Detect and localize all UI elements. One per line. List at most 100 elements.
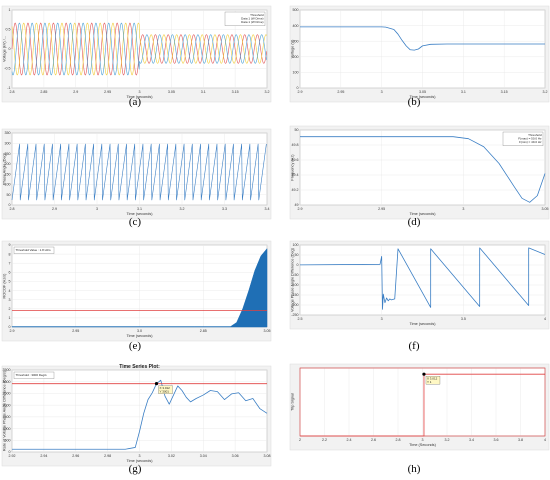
x-axis-label: Time (seconds) (409, 212, 436, 216)
y-tick-label: 100 (293, 243, 299, 247)
chart-panel-e: 2.9 2.95 3.0 2.85 3.05 9 8 7 6 5 4 3 2 1 0 Time (second… (1, 240, 272, 352)
y-tick-label: 49 (295, 203, 299, 207)
legend-entry: F(min) = 49.0 Hz (519, 140, 542, 144)
series-line (11, 143, 267, 201)
x-tick-label: 3.8 (518, 438, 523, 442)
y-tick-label: 0 (9, 450, 11, 454)
y-tick-label: -250 (291, 313, 298, 317)
x-axis-label: Time (seconds) (409, 322, 436, 326)
y-tick-label: 9 (9, 243, 11, 247)
x-axis-label: Time (seconds) (126, 212, 153, 216)
series-area (11, 247, 268, 328)
x-tick-label: 2.94 (40, 454, 47, 458)
y-tick-label: 1 (9, 316, 11, 320)
legend-entry: F(max) = 50.0 Hz (518, 137, 542, 141)
legend-entry: Threshold (250, 13, 264, 17)
x-tick-label: 3.3 (222, 207, 227, 211)
y-tick-label: 8 (9, 252, 11, 256)
y-axis-label: Rate of Voltage Phase Angle Difference (… (3, 370, 7, 451)
legend-box (502, 131, 544, 146)
series-line (11, 22, 267, 76)
x-tick-label: 3 (422, 438, 424, 442)
figure-caption: (f) (409, 340, 420, 352)
series-line (299, 247, 546, 310)
x-tick-label: 3 (139, 454, 141, 458)
y-tick-label: -100 (291, 283, 298, 287)
y-tick-label: 300 (5, 141, 11, 145)
x-tick-label: 2.85 (200, 329, 207, 333)
x-axis-label: Time (seconds) (409, 95, 436, 99)
datatip-marker (154, 382, 159, 386)
x-tick-label: 3.6 (494, 438, 499, 442)
chart-title: Time Series Plot: (119, 364, 160, 370)
figure-caption: (g) (129, 463, 142, 475)
x-tick-label: 2.96 (72, 454, 79, 458)
y-tick-label: 4 (9, 289, 11, 293)
legend-entry: Threshold : 3000 Deg/s (16, 373, 48, 377)
y-tick-label: 100 (293, 71, 299, 75)
y-tick-label: 400 (293, 24, 299, 28)
plot-area (299, 244, 546, 316)
x-tick-label: 3.05 (168, 90, 175, 94)
datatip-marker (422, 372, 426, 376)
y-tick-label: 49.4 (292, 173, 299, 177)
x-tick-label: 3 (96, 207, 98, 211)
x-tick-label: 3.05 (264, 329, 271, 333)
x-tick-label: 3 (139, 90, 141, 94)
y-tick-label: 1 (9, 8, 11, 12)
x-tick-label: 3 (462, 207, 464, 211)
x-tick-label: 4 (544, 317, 546, 321)
x-tick-label: 3.1 (201, 90, 206, 94)
y-tick-label: 150 (5, 172, 11, 176)
y-tick-label: 0 (9, 325, 11, 329)
x-tick-label: 3.2 (543, 90, 548, 94)
chart-panel-a: 2.8 2.85 2.9 2.95 3 3.05 3.1 3.15 3.2 1 0.5 0 -0.5 -1… (1, 5, 272, 108)
datatip-y: Y 1 (427, 380, 432, 384)
datatip-box (158, 385, 173, 394)
y-tick-label: 500 (5, 438, 11, 442)
x-tick-label: 2.95 (378, 207, 385, 211)
y-tick-label: 200 (5, 162, 11, 166)
y-tick-label: 49.8 (292, 143, 299, 147)
datatip-y: Y 3001 (160, 389, 170, 393)
legend-entry: Data 1 (W Drive) (241, 20, 263, 24)
x-tick-label: 2.95 (104, 90, 111, 94)
x-axis-label: Time (seconds) (126, 459, 153, 463)
chart-panel-g: 2.92 2.94 2.96 2.98 3 3.02 3.04 3.06 3.08 3500 300… (1, 364, 272, 475)
y-tick-label: 300 (293, 39, 299, 43)
figure-caption: (c) (129, 216, 142, 228)
x-tick-label: 3.06 (232, 454, 239, 458)
x-tick-label: 2.9 (298, 207, 303, 211)
legend-entry: Data 1 (W Drive) (241, 17, 263, 21)
legend-box (13, 246, 55, 254)
x-tick-label: 2.8 (10, 90, 15, 94)
figure-caption: (e) (129, 340, 142, 352)
x-tick-label: 2.2 (322, 438, 327, 442)
chart-panel-h: 2 2.2 2.4 2.6 2.8 3 3.2 3.4 3.6 3.8 4 Time (Seconds… (289, 363, 550, 475)
x-tick-label: 2.8 (396, 438, 401, 442)
x-tick-label: 3.05 (419, 90, 426, 94)
x-tick-label: 2.8 (10, 207, 15, 211)
x-tick-label: 3.15 (501, 90, 508, 94)
figure-caption: (a) (129, 96, 142, 108)
y-tick-label: 350 (5, 131, 11, 135)
legend-box (224, 11, 266, 26)
x-tick-label: 2.92 (9, 454, 16, 458)
legend-box (13, 371, 55, 379)
series-line (11, 22, 267, 76)
y-tick-label: 0 (9, 47, 11, 51)
y-tick-label: 0.5 (6, 28, 11, 32)
chart-panel-f: 2.5 3 3.5 4 100 50 0 -50 -100 -150 -200 -250 Time (s… (289, 240, 550, 352)
chart-panel-c: 2.8 2.9 3 3.1 3.2 3.3 3.4 350 300 250 200 150 100 50 0… (1, 128, 272, 228)
y-tick-label: 50 (295, 253, 299, 257)
x-tick-label: 3.02 (168, 454, 175, 458)
x-tick-label: 2.9 (298, 90, 303, 94)
figure-caption: (h) (408, 463, 421, 475)
y-tick-label: 3 (9, 298, 11, 302)
y-tick-label: 49.6 (292, 158, 299, 162)
x-tick-label: 3.08 (264, 454, 271, 458)
y-axis-label: Voltage (V) (291, 39, 295, 59)
x-tick-label: 3 (381, 317, 383, 321)
datatip-x: X 3.012 (160, 386, 171, 390)
y-axis-label: Frequency (Hz) (291, 154, 295, 181)
